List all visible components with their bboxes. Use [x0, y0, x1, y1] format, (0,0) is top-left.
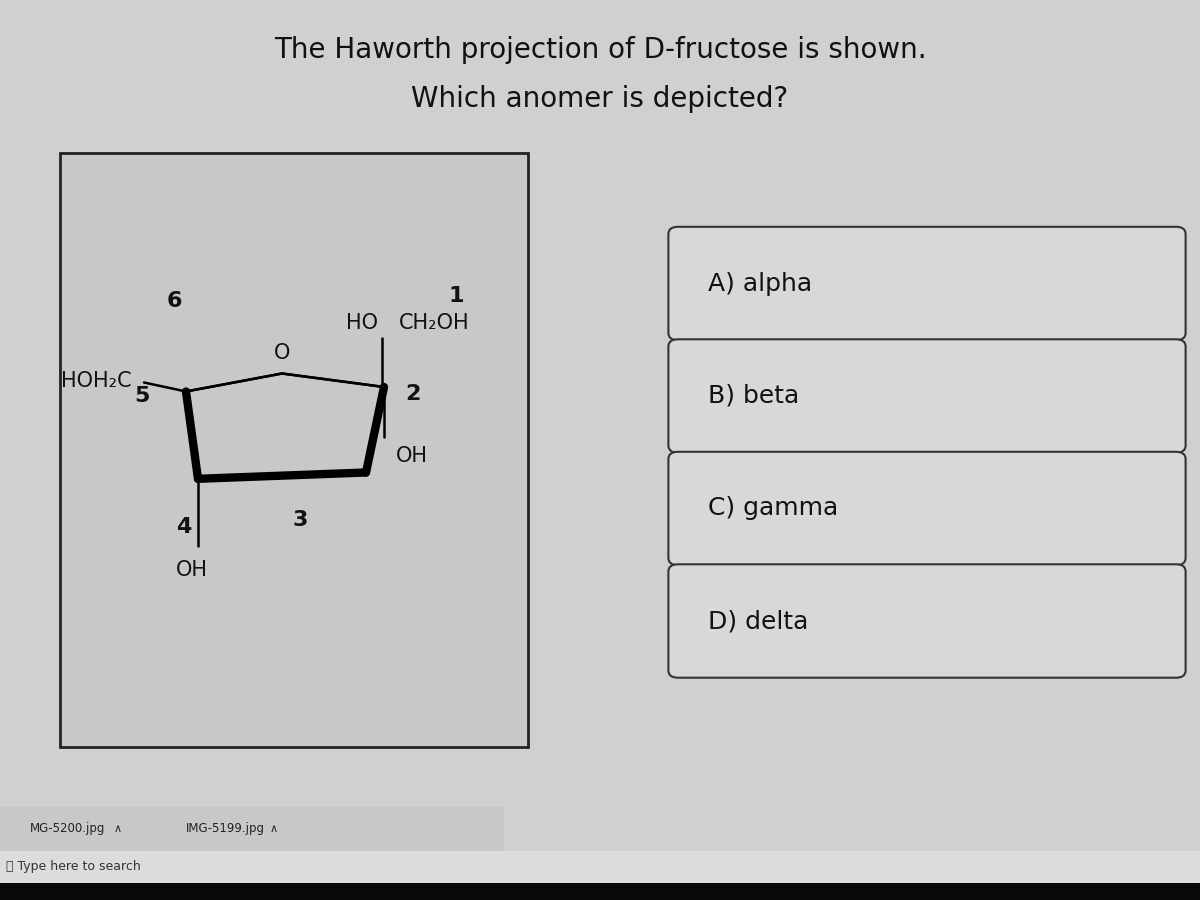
- Text: Which anomer is depicted?: Which anomer is depicted?: [412, 85, 788, 113]
- FancyBboxPatch shape: [0, 850, 1200, 883]
- Text: MG-5200.jpg: MG-5200.jpg: [30, 823, 106, 835]
- Text: 6: 6: [167, 291, 181, 310]
- Text: The Haworth projection of D-fructose is shown.: The Haworth projection of D-fructose is …: [274, 35, 926, 64]
- Text: 4: 4: [176, 517, 191, 536]
- Text: 2: 2: [406, 384, 421, 404]
- FancyBboxPatch shape: [668, 339, 1186, 453]
- Text: 5: 5: [134, 386, 150, 406]
- Text: ∧: ∧: [270, 824, 278, 834]
- Text: HOH₂C: HOH₂C: [61, 371, 132, 391]
- Text: C) gamma: C) gamma: [708, 497, 839, 520]
- Text: ⌕ Type here to search: ⌕ Type here to search: [6, 860, 140, 873]
- Text: O: O: [274, 343, 290, 363]
- FancyBboxPatch shape: [60, 153, 528, 747]
- Text: IMG-5199.jpg: IMG-5199.jpg: [186, 823, 265, 835]
- Text: D) delta: D) delta: [708, 609, 809, 633]
- FancyBboxPatch shape: [0, 807, 504, 850]
- Text: CH₂OH: CH₂OH: [398, 313, 469, 333]
- Text: 3: 3: [293, 510, 307, 530]
- FancyBboxPatch shape: [0, 883, 1200, 900]
- Text: 1: 1: [449, 286, 463, 306]
- Text: OH: OH: [396, 446, 428, 465]
- Text: A) alpha: A) alpha: [708, 272, 812, 295]
- Text: OH: OH: [176, 560, 208, 580]
- FancyBboxPatch shape: [668, 227, 1186, 340]
- Text: ∧: ∧: [114, 824, 122, 834]
- FancyBboxPatch shape: [668, 452, 1186, 565]
- FancyBboxPatch shape: [668, 564, 1186, 678]
- Text: B) beta: B) beta: [708, 384, 799, 408]
- Text: HO: HO: [346, 313, 378, 333]
